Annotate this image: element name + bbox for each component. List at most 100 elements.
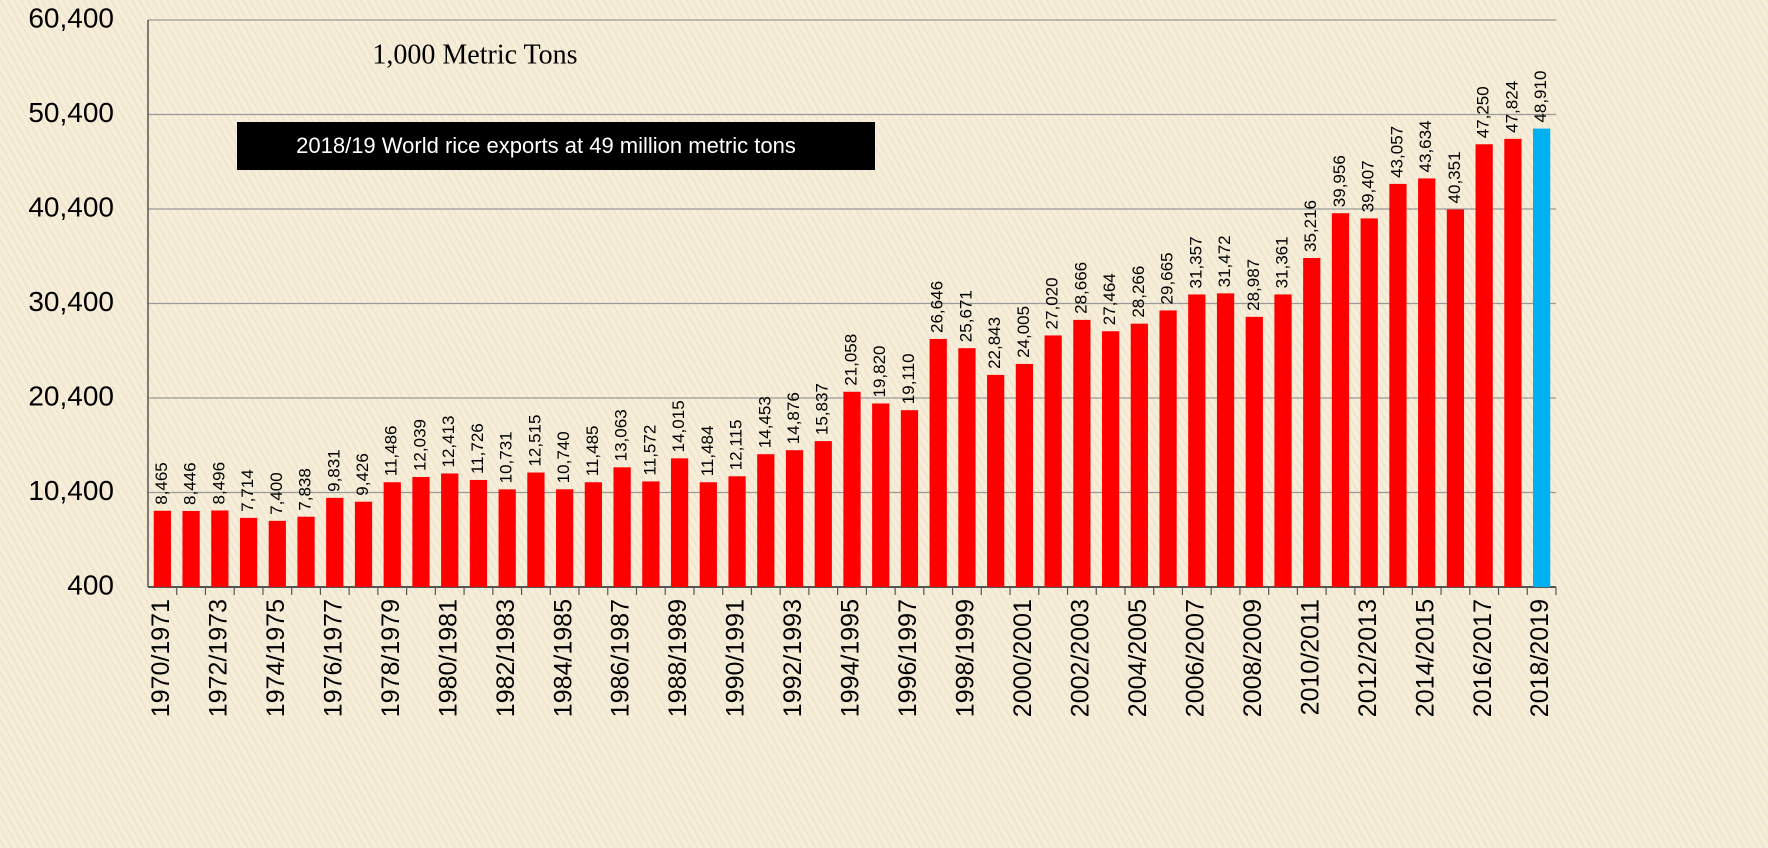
value-label: 21,058 xyxy=(841,334,860,386)
bar xyxy=(498,489,516,587)
x-tick-label: 2012/2013 xyxy=(1354,599,1382,717)
bar xyxy=(1533,128,1551,587)
x-tick-label: 2018/2019 xyxy=(1526,599,1554,717)
bar xyxy=(1475,144,1493,587)
bar xyxy=(1216,293,1235,587)
bar xyxy=(1188,294,1206,587)
value-label: 11,486 xyxy=(382,426,401,477)
value-label: 28,266 xyxy=(1129,266,1148,318)
bar xyxy=(1360,218,1378,587)
callout-text: 2018/19 World rice exports at 49 million… xyxy=(296,133,796,158)
value-label: 28,987 xyxy=(1244,259,1263,311)
value-label: 12,515 xyxy=(525,415,544,467)
value-label: 31,361 xyxy=(1273,236,1292,288)
x-tick-label: 1980/1981 xyxy=(434,599,462,717)
value-label: 40,351 xyxy=(1445,151,1464,203)
bar xyxy=(613,467,631,587)
x-tick-label: 2006/2007 xyxy=(1181,599,1209,717)
x-tick-label: 2008/2009 xyxy=(1239,599,1267,717)
bar xyxy=(527,472,545,587)
value-label: 15,837 xyxy=(813,383,832,435)
bar xyxy=(1073,319,1091,587)
bar xyxy=(1389,183,1407,587)
value-label: 11,484 xyxy=(698,426,717,477)
unit-annotation: 1,000 Metric Tons xyxy=(372,39,577,70)
bar xyxy=(642,481,660,587)
value-label: 43,057 xyxy=(1387,126,1406,178)
bar xyxy=(1504,138,1522,587)
x-tick-label: 2004/2005 xyxy=(1124,599,1152,717)
value-label: 14,015 xyxy=(669,400,688,452)
value-label: 27,464 xyxy=(1100,273,1119,325)
bar xyxy=(1274,294,1292,587)
y-tick-label: 10,400 xyxy=(28,475,114,506)
x-tick-label: 1992/1993 xyxy=(779,599,807,717)
value-label: 39,956 xyxy=(1330,155,1349,207)
y-tick-label: 30,400 xyxy=(28,286,114,317)
x-tick-label: 2000/2001 xyxy=(1009,599,1037,717)
bar xyxy=(1331,213,1350,587)
bar xyxy=(987,374,1005,587)
bar xyxy=(900,410,919,587)
x-tick-label: 1984/1985 xyxy=(549,599,577,717)
x-tick-label: 1974/1975 xyxy=(262,599,290,717)
x-tick-label: 1986/1987 xyxy=(607,599,635,717)
bar xyxy=(699,482,717,587)
bar xyxy=(1245,316,1263,587)
x-tick-label: 1970/1971 xyxy=(147,599,175,717)
value-label: 35,216 xyxy=(1301,200,1320,252)
bar xyxy=(929,338,947,587)
bar xyxy=(958,348,976,587)
value-label: 12,115 xyxy=(727,420,746,471)
bar xyxy=(670,458,689,587)
x-tick-label: 1978/1979 xyxy=(377,599,405,717)
bar xyxy=(1015,363,1034,587)
x-tick-label: 1972/1973 xyxy=(204,599,232,717)
bar xyxy=(268,520,286,587)
bar xyxy=(1418,178,1436,587)
bar xyxy=(383,482,401,587)
y-tick-label: 400 xyxy=(67,569,114,600)
value-label: 9,831 xyxy=(324,449,343,492)
bar xyxy=(153,510,171,587)
bar xyxy=(441,473,459,587)
x-tick-label: 1998/1999 xyxy=(952,599,980,717)
value-label: 10,731 xyxy=(497,431,516,483)
value-label: 28,666 xyxy=(1071,262,1090,314)
value-label: 48,910 xyxy=(1531,71,1550,123)
x-tick-label: 2014/2015 xyxy=(1411,599,1439,717)
value-label: 24,005 xyxy=(1014,306,1033,358)
bar xyxy=(814,441,832,587)
bar xyxy=(757,454,775,587)
value-label: 7,400 xyxy=(267,472,286,515)
x-tick-label: 1988/1989 xyxy=(664,599,692,717)
bar xyxy=(1130,323,1148,587)
x-tick-label: 2002/2003 xyxy=(1066,599,1094,717)
value-label: 8,446 xyxy=(181,462,200,505)
value-label: 25,671 xyxy=(956,290,975,342)
bar xyxy=(872,403,890,587)
bar xyxy=(728,476,746,587)
value-label: 29,665 xyxy=(1158,252,1177,304)
x-tick-label: 2016/2017 xyxy=(1469,599,1497,717)
x-tick-label: 1982/1983 xyxy=(492,599,520,717)
value-label: 10,740 xyxy=(554,431,573,483)
y-tick-label: 20,400 xyxy=(28,380,114,411)
value-label: 22,843 xyxy=(985,317,1004,369)
x-tick-label: 1990/1991 xyxy=(722,599,750,717)
value-label: 26,646 xyxy=(928,281,947,333)
bar xyxy=(326,497,344,587)
value-label: 11,485 xyxy=(583,426,602,477)
bar xyxy=(584,482,603,587)
value-label: 7,838 xyxy=(296,468,315,511)
bar xyxy=(843,391,861,587)
value-label: 7,714 xyxy=(238,469,257,512)
bar xyxy=(1303,257,1321,587)
value-label: 31,472 xyxy=(1215,235,1234,287)
value-label: 43,634 xyxy=(1416,120,1435,172)
value-label: 9,426 xyxy=(353,453,372,496)
bar xyxy=(1159,310,1177,587)
y-tick-label: 50,400 xyxy=(28,97,114,128)
bar xyxy=(1101,331,1120,587)
